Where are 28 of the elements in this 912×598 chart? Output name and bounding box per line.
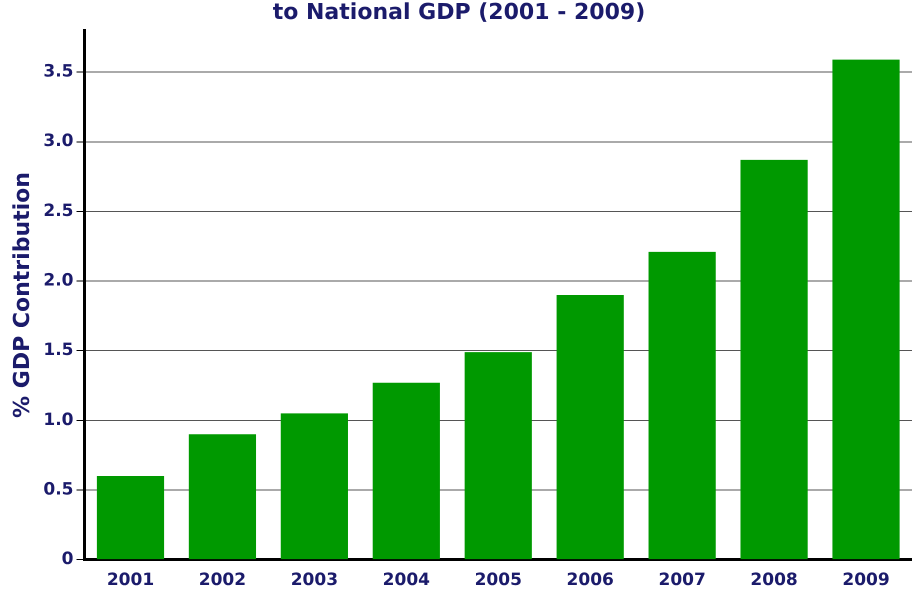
y-tick-label: 2.5 [43,200,74,221]
x-tick-label: 2006 [566,570,614,590]
x-tick-label: 2005 [474,570,522,590]
bar [280,413,348,560]
y-tick-label: 3.5 [43,62,74,82]
y-tick-label: 1.0 [43,410,74,430]
y-tick-label: 2.0 [43,270,74,290]
y-axis-title: % GDP Contribution [10,172,35,418]
y-tick-label: 0.5 [43,479,74,500]
chart-title: to National GDP (2001 - 2009) [272,0,646,25]
x-tick-label: 2009 [842,570,890,590]
bar [648,252,716,560]
y-tick-label: 1.5 [43,340,74,360]
bar [832,60,900,560]
x-tick-label: 2001 [106,570,154,590]
bar [188,434,256,560]
y-tick-label: 3.0 [43,131,74,152]
bar [96,476,164,560]
x-tick-label: 2002 [198,570,246,590]
x-tick-label: 2003 [290,570,338,590]
bar [464,352,532,560]
x-tick-label: 2004 [382,570,430,590]
bar [556,295,624,560]
x-tick-label: 2007 [658,570,706,590]
y-tick-label: 0 [62,549,74,570]
x-tick-label: 2008 [750,570,798,590]
bar [372,382,440,560]
bar [740,160,808,560]
